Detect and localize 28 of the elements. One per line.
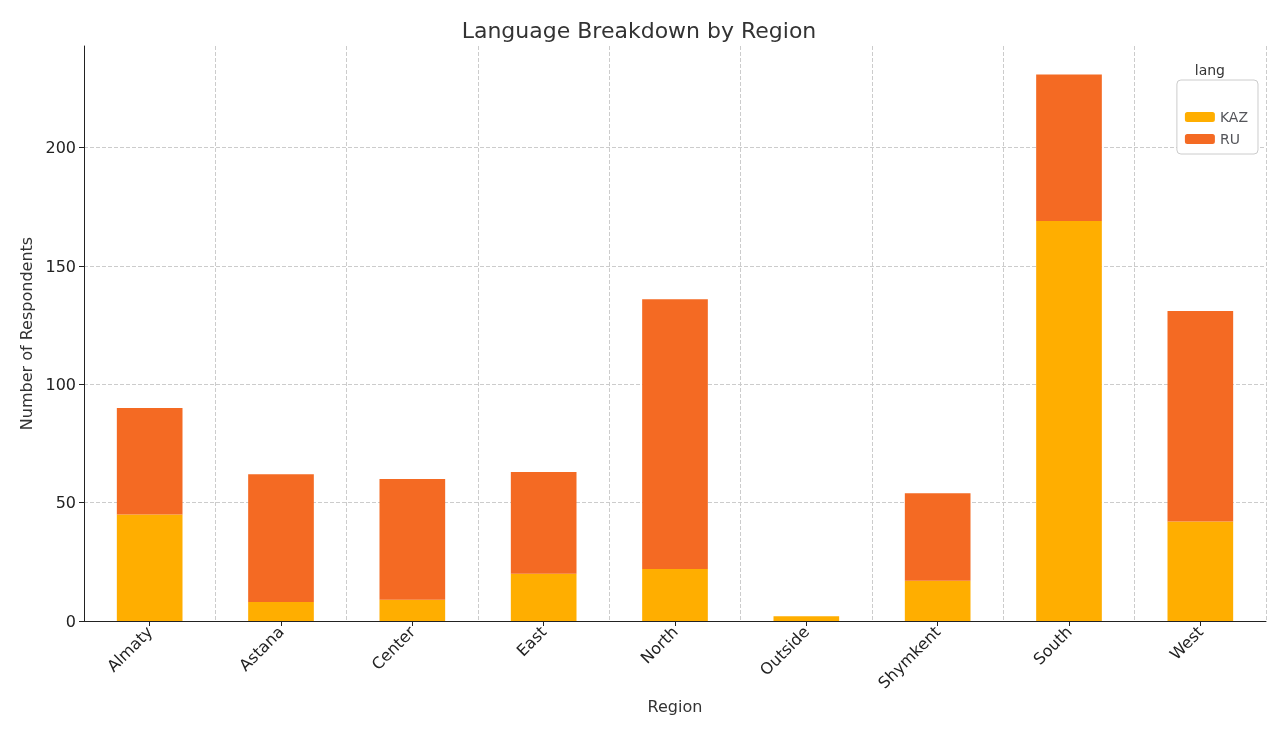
x-axis-title: Region — [647, 696, 703, 716]
y-tick-label: 0 — [65, 611, 76, 631]
legend-title: lang — [1194, 62, 1226, 78]
bar — [1167, 311, 1234, 522]
y-tick-label: 150 — [45, 256, 76, 276]
bar — [1036, 221, 1102, 621]
bar — [773, 616, 840, 621]
legend-label: KAZ — [1219, 109, 1249, 125]
bar — [642, 299, 708, 569]
bar — [116, 408, 183, 515]
bar — [116, 514, 183, 621]
bar — [904, 580, 971, 621]
bar — [510, 471, 577, 574]
legend-label: RU — [1219, 131, 1240, 147]
y-tick-label: 50 — [55, 493, 76, 513]
bar — [1036, 74, 1102, 222]
chart-title: Language Breakdown by Region — [461, 17, 817, 43]
bar — [642, 568, 708, 621]
y-axis-title: Number of Respondents — [16, 236, 36, 431]
y-tick-label: 200 — [45, 138, 76, 158]
y-tick-label: 100 — [45, 374, 76, 394]
bar — [510, 573, 577, 621]
bar — [904, 493, 971, 581]
bar — [1167, 521, 1234, 621]
bar — [379, 599, 446, 621]
bar — [248, 602, 314, 621]
bar — [248, 474, 314, 603]
bar — [379, 479, 446, 600]
